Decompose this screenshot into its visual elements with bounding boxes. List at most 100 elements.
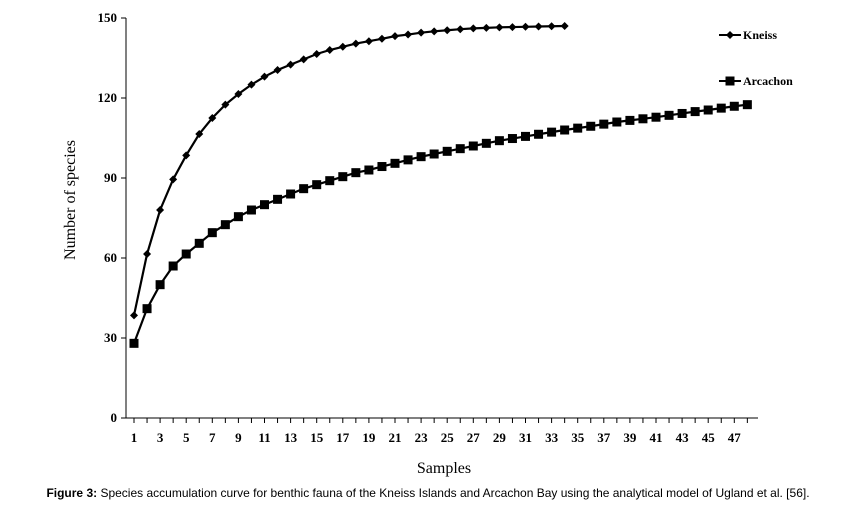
series-kneiss-point — [130, 311, 138, 320]
series-arcachon-point — [260, 200, 269, 210]
series-layer — [129, 22, 752, 348]
legend: Kneiss Arcachon — [719, 28, 793, 88]
series-arcachon-point — [181, 249, 191, 259]
x-tick-label: 13 — [284, 430, 298, 445]
series-arcachon-point — [207, 228, 217, 238]
series-arcachon-point — [299, 184, 309, 194]
x-tick-label: 29 — [493, 430, 507, 445]
axes — [125, 18, 758, 419]
series-kneiss-point — [169, 175, 178, 184]
x-tick-label: 17 — [336, 430, 350, 445]
series-arcachon-point — [638, 114, 648, 124]
series-arcachon-point — [664, 110, 674, 120]
x-tick-label: 21 — [389, 430, 402, 445]
series-arcachon-point — [273, 194, 283, 204]
x-tick-label: 45 — [702, 430, 716, 445]
series-arcachon-point — [521, 131, 530, 141]
series-kneiss-point — [430, 27, 439, 36]
x-tick-label: 47 — [728, 430, 742, 445]
legend-item-kneiss: Kneiss — [719, 28, 777, 42]
series-kneiss-point — [325, 46, 334, 54]
legend-item-arcachon: Arcachon — [719, 74, 793, 88]
series-arcachon-point — [729, 101, 739, 111]
series-arcachon-point — [534, 129, 544, 139]
series-kneiss-point — [286, 60, 295, 69]
series-arcachon-point — [507, 134, 517, 144]
series-arcachon-point — [547, 127, 557, 137]
series-kneiss-point — [273, 66, 282, 74]
series-arcachon-point — [364, 165, 374, 175]
y-tick-label: 90 — [104, 170, 117, 185]
x-tick-label: 9 — [235, 430, 242, 445]
series-kneiss-point — [547, 22, 556, 31]
series-arcachon-point — [703, 105, 713, 115]
series-arcachon-point — [338, 172, 348, 182]
series-arcachon-point — [455, 144, 465, 154]
series-kneiss-point — [534, 22, 543, 31]
series-arcachon-point — [325, 176, 335, 186]
y-tick-label: 60 — [104, 250, 117, 265]
series-arcachon-point — [233, 212, 243, 222]
y-tick-label: 0 — [111, 410, 118, 425]
y-axis-ticks: 0 30 60 90 120 150 — [98, 10, 126, 425]
series-kneiss-point — [260, 72, 269, 81]
series-arcachon-point — [468, 141, 478, 151]
series-kneiss-point — [247, 80, 256, 89]
series-kneiss-point — [338, 42, 347, 51]
x-tick-label: 39 — [623, 430, 637, 445]
series-kneiss-point — [195, 130, 204, 138]
x-tick-label: 15 — [310, 430, 324, 445]
series-arcachon-point — [599, 119, 609, 129]
series-arcachon-point — [129, 338, 139, 348]
series-arcachon-point — [142, 304, 152, 314]
series-kneiss-point — [469, 24, 478, 33]
series-kneiss-point — [299, 55, 308, 64]
series-arcachon-point — [312, 180, 322, 190]
series-kneiss-point — [495, 23, 504, 32]
x-tick-label: 19 — [362, 430, 376, 445]
x-tick-label: 3 — [157, 430, 164, 445]
series-kneiss-point — [156, 206, 165, 214]
x-tick-label: 1 — [131, 430, 138, 445]
series-kneiss-point — [456, 25, 465, 34]
series-kneiss-point — [351, 39, 360, 48]
series-kneiss-point — [234, 90, 243, 98]
series-arcachon-point — [586, 121, 596, 131]
caption-label: Figure 3: — [46, 486, 98, 500]
series-arcachon-point — [246, 205, 256, 215]
series-kneiss-point — [482, 23, 491, 32]
series-arcachon-point — [573, 123, 583, 133]
y-axis-title: Number of species — [62, 140, 79, 260]
series-kneiss-point — [377, 34, 386, 43]
series-arcachon-point — [742, 100, 752, 110]
y-tick-label: 150 — [98, 10, 118, 25]
series-arcachon — [129, 100, 752, 348]
series-arcachon-point — [481, 138, 491, 148]
legend-marker-arcachon — [725, 76, 735, 86]
series-arcachon-point — [560, 125, 570, 135]
series-kneiss-point — [404, 30, 413, 39]
series-kneiss-point — [417, 28, 426, 37]
x-tick-label: 33 — [545, 430, 559, 445]
series-kneiss-point — [364, 37, 373, 46]
figure-caption: Figure 3: Species accumulation curve for… — [8, 486, 848, 500]
series-kneiss-point — [560, 22, 569, 30]
x-tick-label: 5 — [183, 430, 190, 445]
x-tick-label: 31 — [519, 430, 532, 445]
series-arcachon-point — [351, 168, 361, 178]
legend-label-arcachon: Arcachon — [743, 74, 793, 88]
y-tick-label: 30 — [104, 330, 117, 345]
series-arcachon-point — [651, 112, 661, 122]
series-arcachon-point — [390, 158, 400, 168]
series-kneiss-point — [221, 100, 230, 109]
x-tick-label: 7 — [209, 430, 216, 445]
series-kneiss-point — [208, 114, 217, 122]
series-kneiss-point — [443, 26, 452, 35]
series-arcachon-point — [677, 108, 687, 118]
series-kneiss-point — [508, 23, 517, 32]
series-arcachon-point — [220, 220, 230, 230]
series-arcachon-point — [442, 146, 452, 156]
series-arcachon-point — [155, 280, 165, 290]
series-arcachon-point — [690, 107, 700, 117]
